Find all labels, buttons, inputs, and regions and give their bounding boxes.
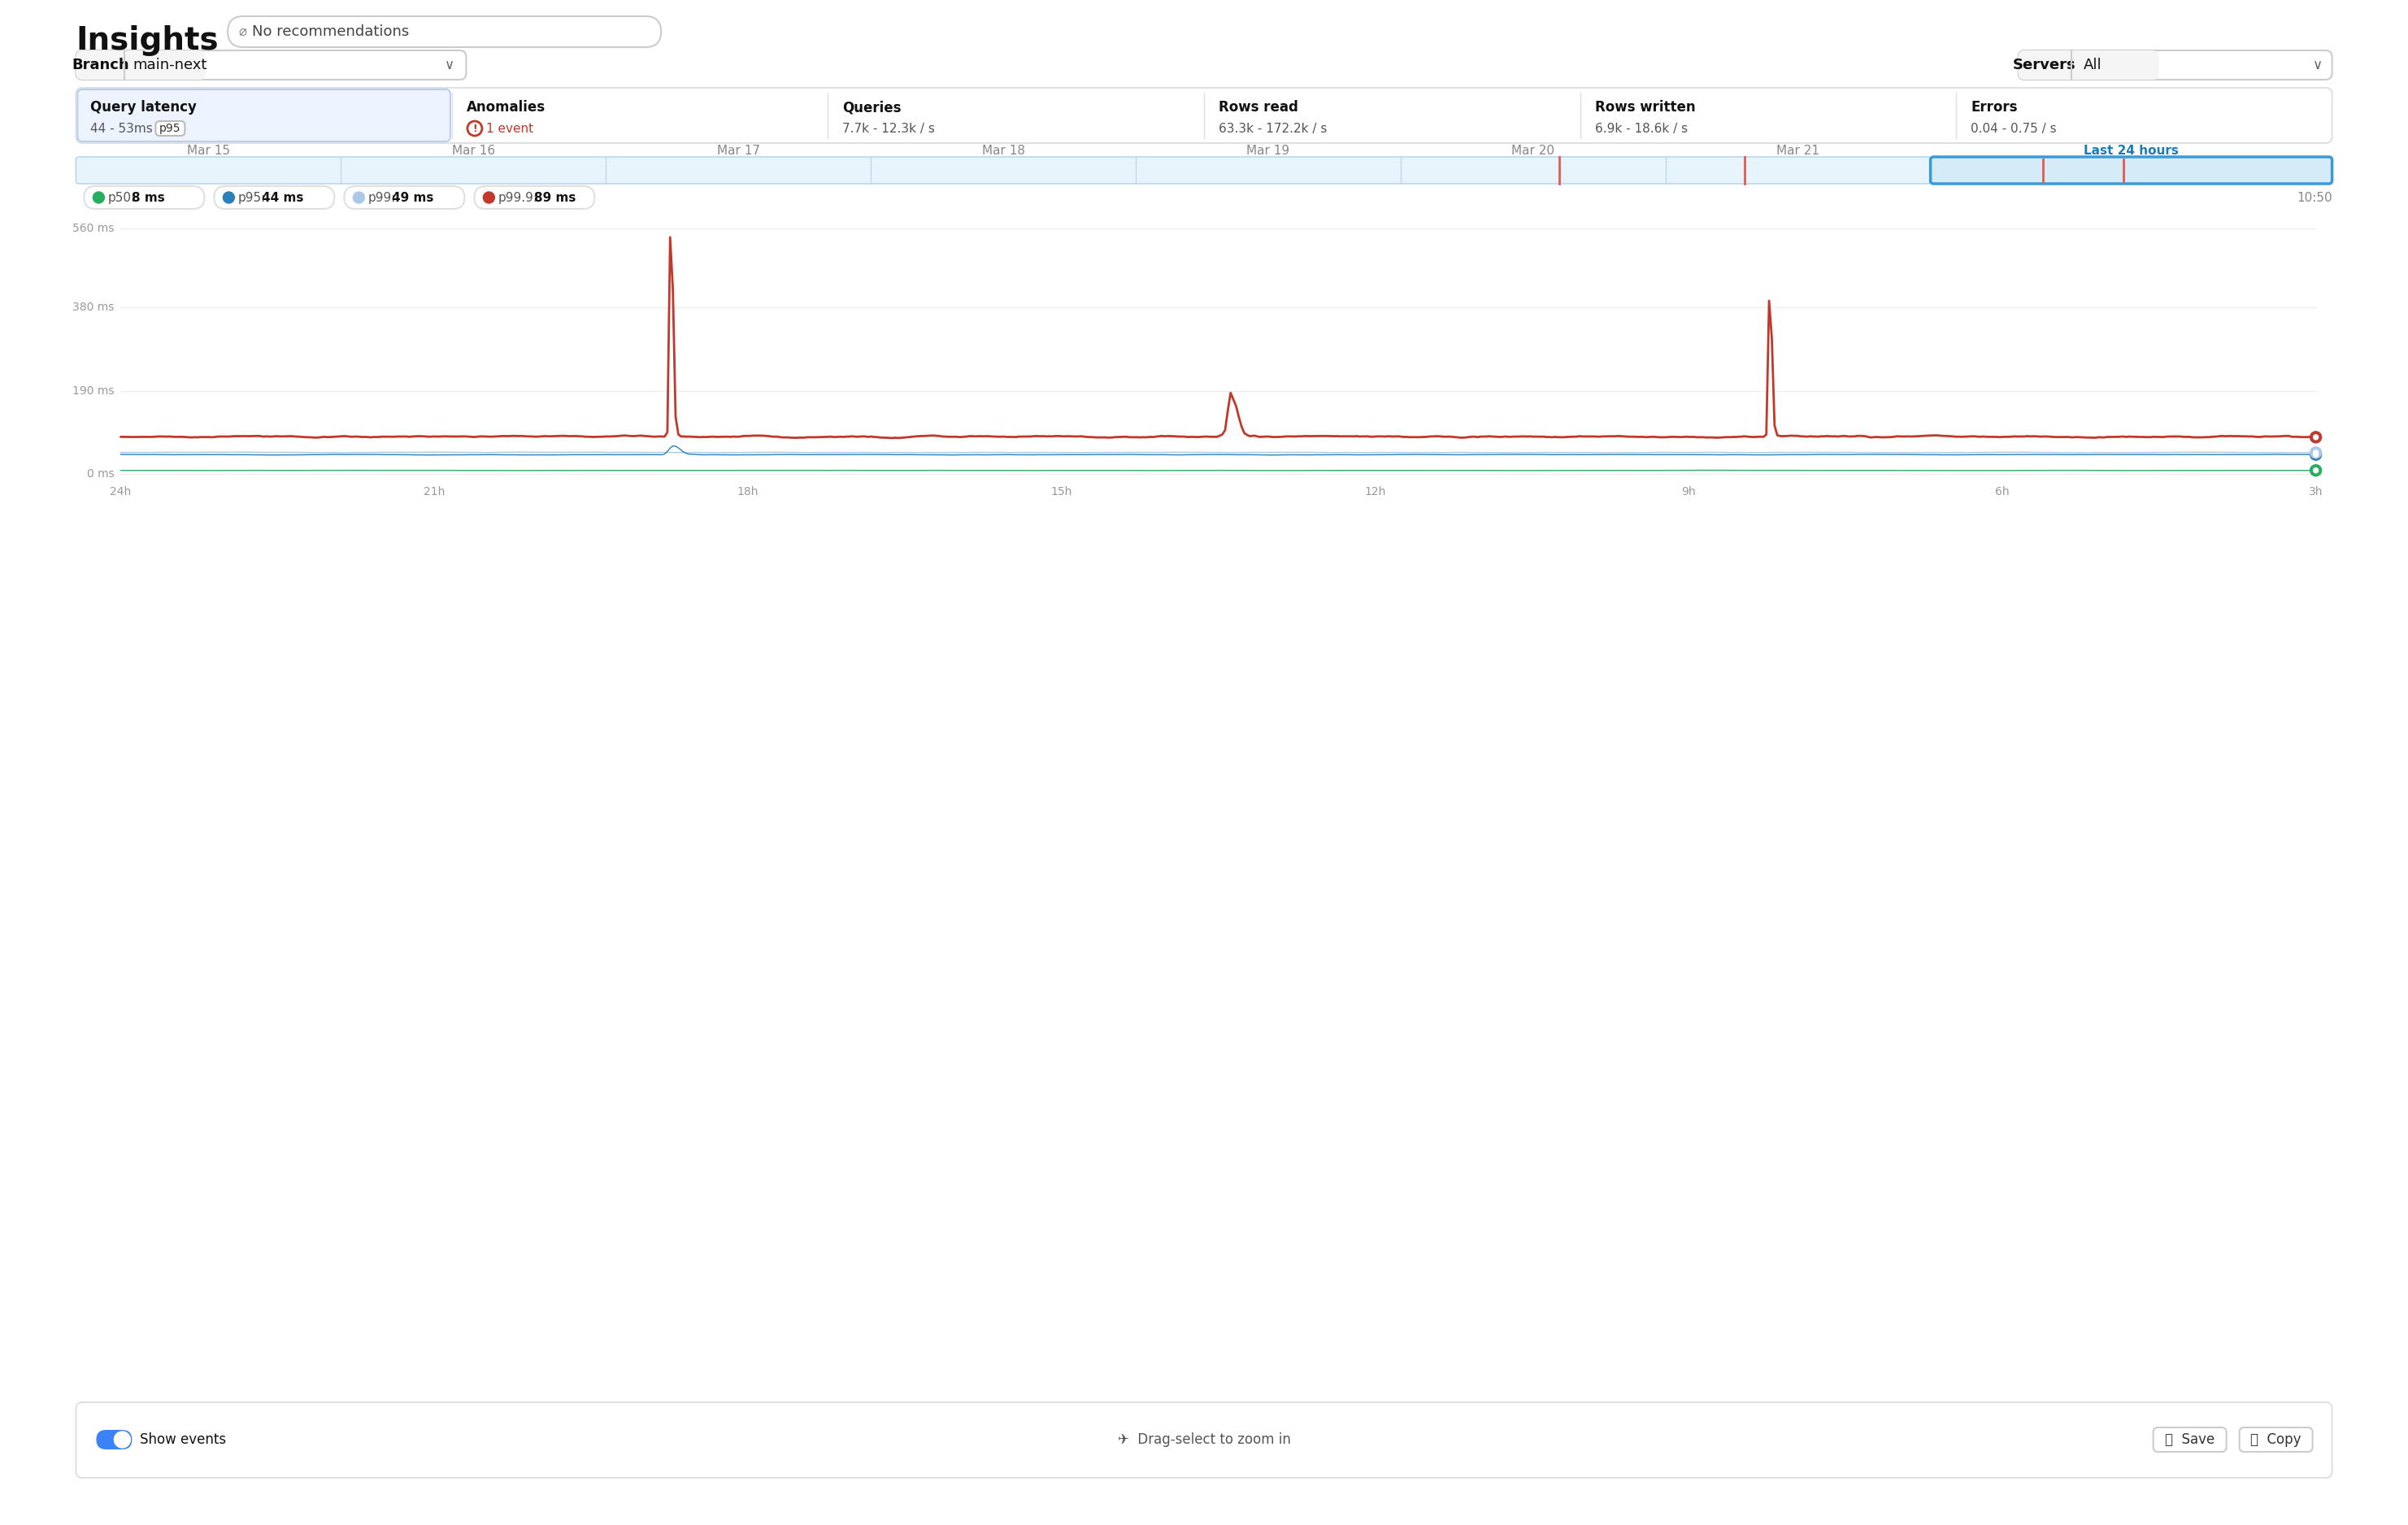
FancyBboxPatch shape bbox=[474, 186, 595, 209]
Text: 63.3k - 172.2k / s: 63.3k - 172.2k / s bbox=[1218, 122, 1327, 134]
Text: ✈  Drag-select to zoom in: ✈ Drag-select to zoom in bbox=[1117, 1432, 1291, 1447]
FancyBboxPatch shape bbox=[77, 90, 450, 142]
Text: All: All bbox=[2083, 58, 2102, 72]
Text: 89 ms: 89 ms bbox=[535, 192, 576, 204]
Text: 12h: 12h bbox=[1365, 486, 1385, 497]
Text: 21h: 21h bbox=[424, 486, 445, 497]
Text: Mar 20: Mar 20 bbox=[1512, 145, 1556, 157]
Text: main-next: main-next bbox=[132, 58, 207, 72]
Text: ∨: ∨ bbox=[445, 58, 455, 72]
Text: Queries: Queries bbox=[843, 101, 901, 114]
FancyBboxPatch shape bbox=[1931, 157, 2331, 183]
Text: p99.9:: p99.9: bbox=[498, 192, 537, 204]
Text: Mar 16: Mar 16 bbox=[453, 145, 496, 157]
Circle shape bbox=[113, 1432, 130, 1447]
Text: Insights: Insights bbox=[77, 26, 219, 56]
Text: Mar 17: Mar 17 bbox=[718, 145, 761, 157]
Text: 44 - 53ms: 44 - 53ms bbox=[92, 122, 154, 134]
Text: 10:50: 10:50 bbox=[2297, 192, 2331, 204]
Text: 380 ms: 380 ms bbox=[72, 302, 113, 313]
Circle shape bbox=[2309, 465, 2321, 476]
FancyBboxPatch shape bbox=[2018, 50, 2331, 79]
Text: 9h: 9h bbox=[1681, 486, 1695, 497]
FancyBboxPatch shape bbox=[77, 214, 2331, 506]
FancyBboxPatch shape bbox=[2239, 1427, 2312, 1452]
Text: Last 24 hours: Last 24 hours bbox=[2083, 145, 2179, 157]
Text: 6.9k - 18.6k / s: 6.9k - 18.6k / s bbox=[1594, 122, 1688, 134]
Text: 44 ms: 44 ms bbox=[262, 192, 303, 204]
Circle shape bbox=[2309, 448, 2321, 461]
Text: 7.7k - 12.3k / s: 7.7k - 12.3k / s bbox=[843, 122, 934, 134]
Text: No recommendations: No recommendations bbox=[253, 24, 409, 40]
Text: 0.04 - 0.75 / s: 0.04 - 0.75 / s bbox=[1970, 122, 2056, 134]
Text: Query latency: Query latency bbox=[92, 101, 197, 114]
Text: 1 event: 1 event bbox=[486, 122, 532, 134]
Text: Anomalies: Anomalies bbox=[467, 101, 547, 114]
Circle shape bbox=[94, 192, 104, 203]
Text: ⤢  Save: ⤢ Save bbox=[2165, 1432, 2215, 1447]
Circle shape bbox=[354, 192, 364, 203]
Text: 15h: 15h bbox=[1050, 486, 1072, 497]
Text: ⌀: ⌀ bbox=[238, 24, 246, 40]
Text: Errors: Errors bbox=[1970, 101, 2018, 114]
Text: Show events: Show events bbox=[140, 1432, 226, 1447]
Text: p50:: p50: bbox=[108, 192, 135, 204]
Text: Mar 19: Mar 19 bbox=[1247, 145, 1291, 157]
Text: 190 ms: 190 ms bbox=[72, 384, 113, 396]
FancyBboxPatch shape bbox=[2018, 50, 2160, 79]
FancyBboxPatch shape bbox=[229, 17, 662, 47]
Text: p95: p95 bbox=[159, 122, 181, 134]
FancyBboxPatch shape bbox=[2153, 1427, 2227, 1452]
Text: Mar 15: Mar 15 bbox=[188, 145, 229, 157]
Text: Branch: Branch bbox=[72, 58, 130, 72]
Text: p99:: p99: bbox=[368, 192, 395, 204]
FancyBboxPatch shape bbox=[157, 120, 185, 136]
Text: Servers: Servers bbox=[2013, 58, 2076, 72]
Text: 560 ms: 560 ms bbox=[72, 223, 113, 235]
FancyBboxPatch shape bbox=[214, 186, 335, 209]
FancyBboxPatch shape bbox=[344, 186, 465, 209]
Text: ∨: ∨ bbox=[2312, 58, 2321, 72]
Text: Mar 18: Mar 18 bbox=[982, 145, 1026, 157]
Circle shape bbox=[2314, 450, 2319, 454]
Text: 3h: 3h bbox=[2309, 486, 2324, 497]
Text: 18h: 18h bbox=[737, 486, 759, 497]
Circle shape bbox=[2309, 447, 2321, 459]
Text: 24h: 24h bbox=[111, 486, 132, 497]
FancyBboxPatch shape bbox=[77, 1403, 2331, 1478]
Text: 8 ms: 8 ms bbox=[132, 192, 166, 204]
Circle shape bbox=[2314, 435, 2319, 439]
Circle shape bbox=[2314, 451, 2319, 457]
FancyBboxPatch shape bbox=[77, 50, 207, 79]
FancyBboxPatch shape bbox=[77, 157, 1931, 183]
Text: Rows read: Rows read bbox=[1218, 101, 1298, 114]
Text: 6h: 6h bbox=[1996, 486, 2008, 497]
Text: 49 ms: 49 ms bbox=[393, 192, 433, 204]
Circle shape bbox=[2309, 432, 2321, 442]
Text: Rows written: Rows written bbox=[1594, 101, 1695, 114]
Circle shape bbox=[484, 192, 494, 203]
Circle shape bbox=[224, 192, 234, 203]
Text: !: ! bbox=[472, 124, 477, 134]
Circle shape bbox=[2314, 468, 2319, 473]
Text: Mar 21: Mar 21 bbox=[1777, 145, 1820, 157]
Text: 0 ms: 0 ms bbox=[87, 468, 113, 479]
FancyBboxPatch shape bbox=[77, 50, 467, 79]
FancyBboxPatch shape bbox=[84, 186, 205, 209]
FancyBboxPatch shape bbox=[96, 1430, 132, 1449]
Text: p95:: p95: bbox=[238, 192, 265, 204]
Text: ⧉  Copy: ⧉ Copy bbox=[2251, 1432, 2302, 1447]
FancyBboxPatch shape bbox=[77, 88, 2331, 143]
